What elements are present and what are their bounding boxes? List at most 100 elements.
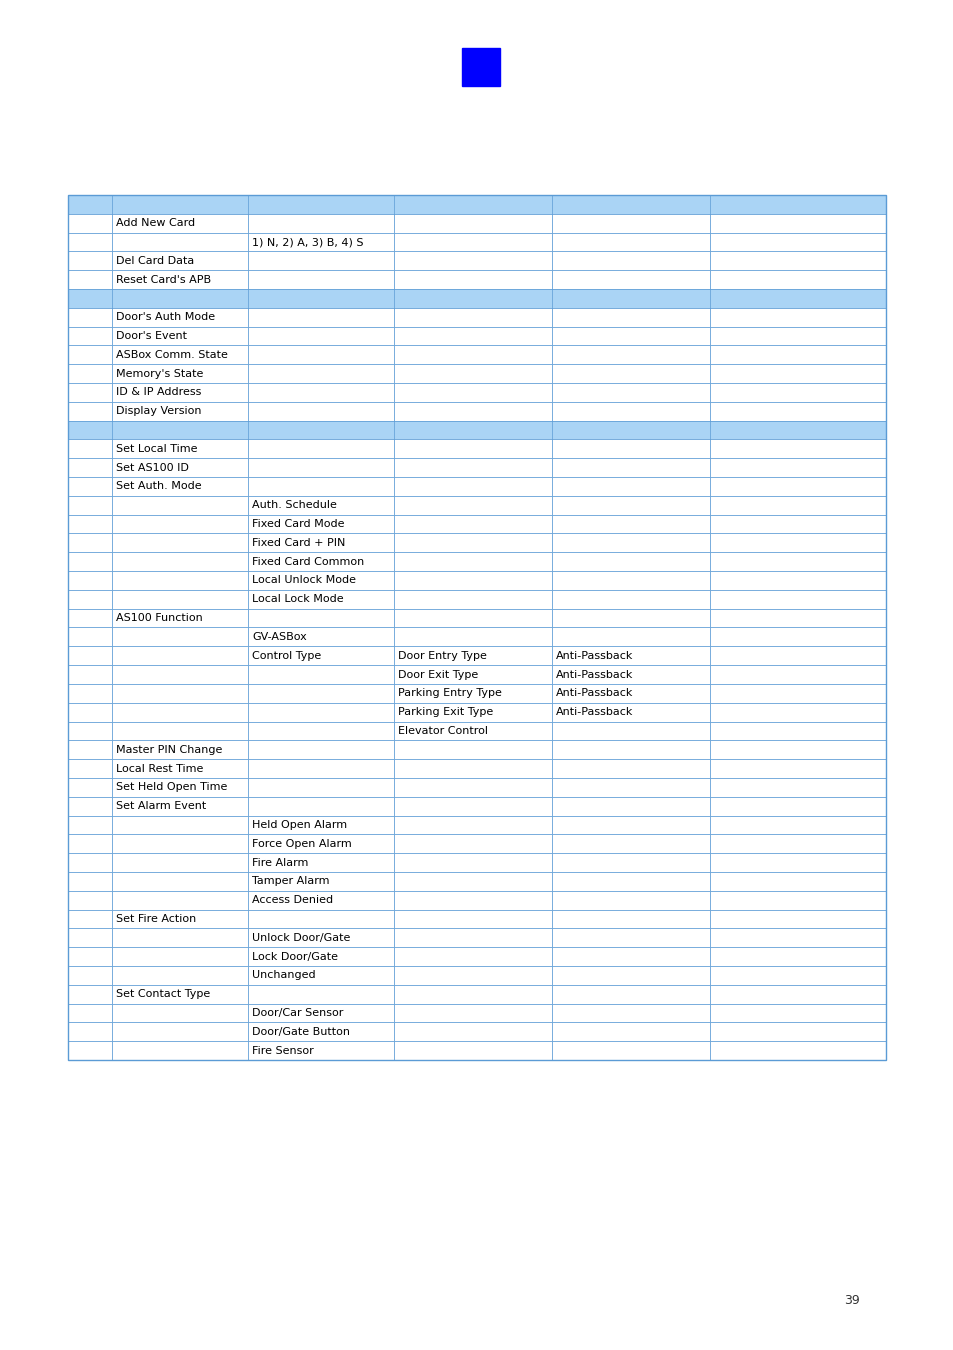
Bar <box>394 402 552 421</box>
Bar <box>112 364 248 383</box>
Bar <box>394 364 552 383</box>
Bar <box>394 327 552 346</box>
Bar <box>552 383 709 402</box>
Bar <box>248 552 394 571</box>
Text: Auth. Schedule: Auth. Schedule <box>252 501 336 510</box>
Bar <box>248 458 394 477</box>
Bar <box>112 514 248 533</box>
Bar <box>112 647 248 666</box>
Bar <box>552 759 709 778</box>
Bar <box>709 251 885 270</box>
Bar <box>68 383 112 402</box>
Bar <box>112 759 248 778</box>
Bar <box>394 684 552 703</box>
Bar <box>112 327 248 346</box>
Text: Parking Entry Type: Parking Entry Type <box>397 688 501 698</box>
Text: Unlock Door/Gate: Unlock Door/Gate <box>252 933 350 942</box>
Bar <box>248 440 394 458</box>
Bar <box>552 967 709 984</box>
Text: Door's Auth Mode: Door's Auth Mode <box>116 312 214 323</box>
Bar <box>394 948 552 967</box>
Text: Door Exit Type: Door Exit Type <box>397 670 477 679</box>
Bar <box>68 458 112 477</box>
Bar <box>68 327 112 346</box>
Bar <box>709 740 885 759</box>
Bar <box>68 364 112 383</box>
Text: 39: 39 <box>843 1293 859 1307</box>
Bar <box>552 834 709 853</box>
Bar <box>68 213 112 232</box>
Bar <box>248 778 394 796</box>
Bar <box>68 346 112 365</box>
Bar <box>709 647 885 666</box>
Bar <box>709 628 885 647</box>
Bar <box>112 232 248 251</box>
Bar <box>709 929 885 948</box>
Bar <box>552 364 709 383</box>
Bar <box>68 628 112 647</box>
Text: Anti-Passback: Anti-Passback <box>556 688 633 698</box>
Bar <box>248 383 394 402</box>
Bar <box>248 609 394 628</box>
Bar <box>552 872 709 891</box>
Bar <box>709 440 885 458</box>
Bar <box>248 740 394 759</box>
Bar <box>248 628 394 647</box>
Bar <box>552 327 709 346</box>
Text: Held Open Alarm: Held Open Alarm <box>252 819 347 830</box>
Text: Control Type: Control Type <box>252 651 321 660</box>
Bar <box>112 796 248 815</box>
Bar <box>248 815 394 834</box>
Text: Del Card Data: Del Card Data <box>116 255 194 266</box>
Bar <box>552 308 709 327</box>
Bar <box>112 815 248 834</box>
Text: Fixed Card Mode: Fixed Card Mode <box>252 520 344 529</box>
Bar <box>552 647 709 666</box>
Bar <box>709 684 885 703</box>
Bar <box>394 213 552 232</box>
Text: Force Open Alarm: Force Open Alarm <box>252 838 352 849</box>
Bar <box>68 251 112 270</box>
Text: Access Denied: Access Denied <box>252 895 333 905</box>
Bar <box>248 477 394 495</box>
Bar <box>552 213 709 232</box>
Bar <box>709 1041 885 1060</box>
Bar <box>394 514 552 533</box>
Bar <box>552 684 709 703</box>
Bar <box>112 628 248 647</box>
Text: Local Rest Time: Local Rest Time <box>116 764 203 774</box>
Bar <box>709 984 885 1003</box>
Text: Anti-Passback: Anti-Passback <box>556 651 633 660</box>
Bar <box>709 308 885 327</box>
Bar <box>552 910 709 929</box>
Bar <box>394 740 552 759</box>
Bar <box>709 213 885 232</box>
Bar <box>394 628 552 647</box>
Bar <box>394 571 552 590</box>
Bar <box>248 684 394 703</box>
Bar <box>112 1022 248 1041</box>
Bar <box>68 194 885 1060</box>
Text: Set Fire Action: Set Fire Action <box>116 914 196 923</box>
Bar <box>394 495 552 514</box>
Bar <box>68 759 112 778</box>
Bar <box>552 721 709 740</box>
Bar <box>112 834 248 853</box>
Bar <box>709 778 885 796</box>
Bar <box>394 872 552 891</box>
Bar <box>552 853 709 872</box>
Text: AS100 Function: AS100 Function <box>116 613 203 624</box>
Bar <box>112 853 248 872</box>
Bar <box>248 590 394 609</box>
Text: Add New Card: Add New Card <box>116 219 195 228</box>
Bar <box>394 1003 552 1022</box>
Text: 1) N, 2) A, 3) B, 4) S: 1) N, 2) A, 3) B, 4) S <box>252 238 363 247</box>
Bar <box>461 49 499 86</box>
Bar <box>709 872 885 891</box>
Bar <box>248 232 394 251</box>
Bar <box>552 270 709 289</box>
Text: Memory's State: Memory's State <box>116 369 203 378</box>
Bar <box>552 477 709 495</box>
Bar <box>709 910 885 929</box>
Bar <box>552 440 709 458</box>
